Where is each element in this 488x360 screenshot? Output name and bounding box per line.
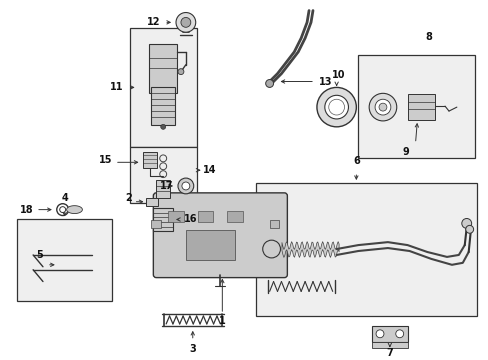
Text: 3: 3 <box>189 344 196 354</box>
Bar <box>227 211 243 222</box>
Text: 9: 9 <box>402 147 408 157</box>
Circle shape <box>181 17 190 27</box>
Text: 1: 1 <box>219 316 225 326</box>
Bar <box>146 198 158 206</box>
Text: 7: 7 <box>386 348 392 357</box>
Circle shape <box>374 99 390 115</box>
Bar <box>168 211 183 222</box>
Circle shape <box>161 124 165 129</box>
Text: 13: 13 <box>318 77 332 86</box>
Text: 11: 11 <box>110 82 123 93</box>
Text: 14: 14 <box>202 165 216 175</box>
Circle shape <box>378 103 386 111</box>
Polygon shape <box>66 206 82 213</box>
Circle shape <box>375 330 383 338</box>
Text: 2: 2 <box>124 193 131 203</box>
Bar <box>371 326 407 342</box>
Circle shape <box>178 69 183 75</box>
Circle shape <box>316 87 356 127</box>
Circle shape <box>465 225 473 233</box>
Bar <box>197 211 213 222</box>
Bar <box>129 147 196 203</box>
Text: 17: 17 <box>159 181 173 191</box>
Bar <box>371 342 407 348</box>
Bar <box>149 44 177 93</box>
Circle shape <box>368 93 396 121</box>
Circle shape <box>461 219 471 228</box>
Circle shape <box>182 182 189 190</box>
Circle shape <box>395 330 403 338</box>
Bar <box>407 94 434 120</box>
Bar <box>17 220 112 301</box>
FancyBboxPatch shape <box>153 193 287 278</box>
Bar <box>143 152 157 168</box>
Text: 16: 16 <box>183 215 197 225</box>
Bar <box>156 180 170 198</box>
Bar <box>153 208 173 231</box>
Text: 6: 6 <box>352 156 359 166</box>
Text: 18: 18 <box>20 204 33 215</box>
Bar <box>358 55 474 158</box>
Circle shape <box>178 178 193 194</box>
Bar <box>151 87 175 125</box>
Text: 10: 10 <box>331 69 345 80</box>
Bar <box>269 220 279 228</box>
Circle shape <box>176 13 195 32</box>
Text: 8: 8 <box>425 32 432 42</box>
Text: 12: 12 <box>146 17 160 27</box>
Circle shape <box>324 95 348 119</box>
Bar <box>255 183 476 316</box>
Text: 15: 15 <box>98 156 112 165</box>
Bar <box>129 28 196 147</box>
Bar <box>151 220 161 228</box>
Circle shape <box>262 240 280 258</box>
Circle shape <box>265 80 273 87</box>
Text: 4: 4 <box>61 193 68 203</box>
Text: 5: 5 <box>36 250 43 260</box>
Bar <box>185 230 235 260</box>
